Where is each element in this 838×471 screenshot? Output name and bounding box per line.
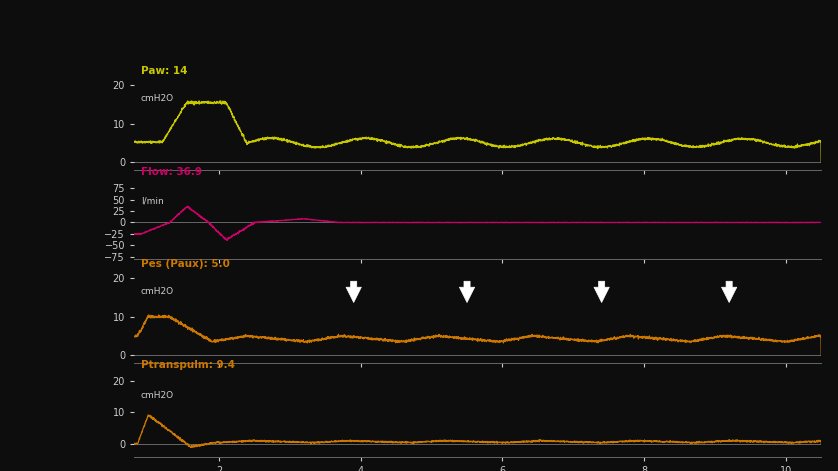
Text: cmH2O: cmH2O	[141, 94, 174, 103]
Text: Ptranspulm: 9.4: Ptranspulm: 9.4	[141, 360, 235, 370]
Text: Pes (Paux): 5.0: Pes (Paux): 5.0	[141, 259, 230, 269]
Text: Paw: 14: Paw: 14	[141, 66, 188, 76]
Text: l/min: l/min	[141, 197, 163, 206]
Text: cmH2O: cmH2O	[141, 287, 174, 296]
Text: Flow: 36.9: Flow: 36.9	[141, 168, 202, 178]
Text: cmH2O: cmH2O	[141, 391, 174, 400]
